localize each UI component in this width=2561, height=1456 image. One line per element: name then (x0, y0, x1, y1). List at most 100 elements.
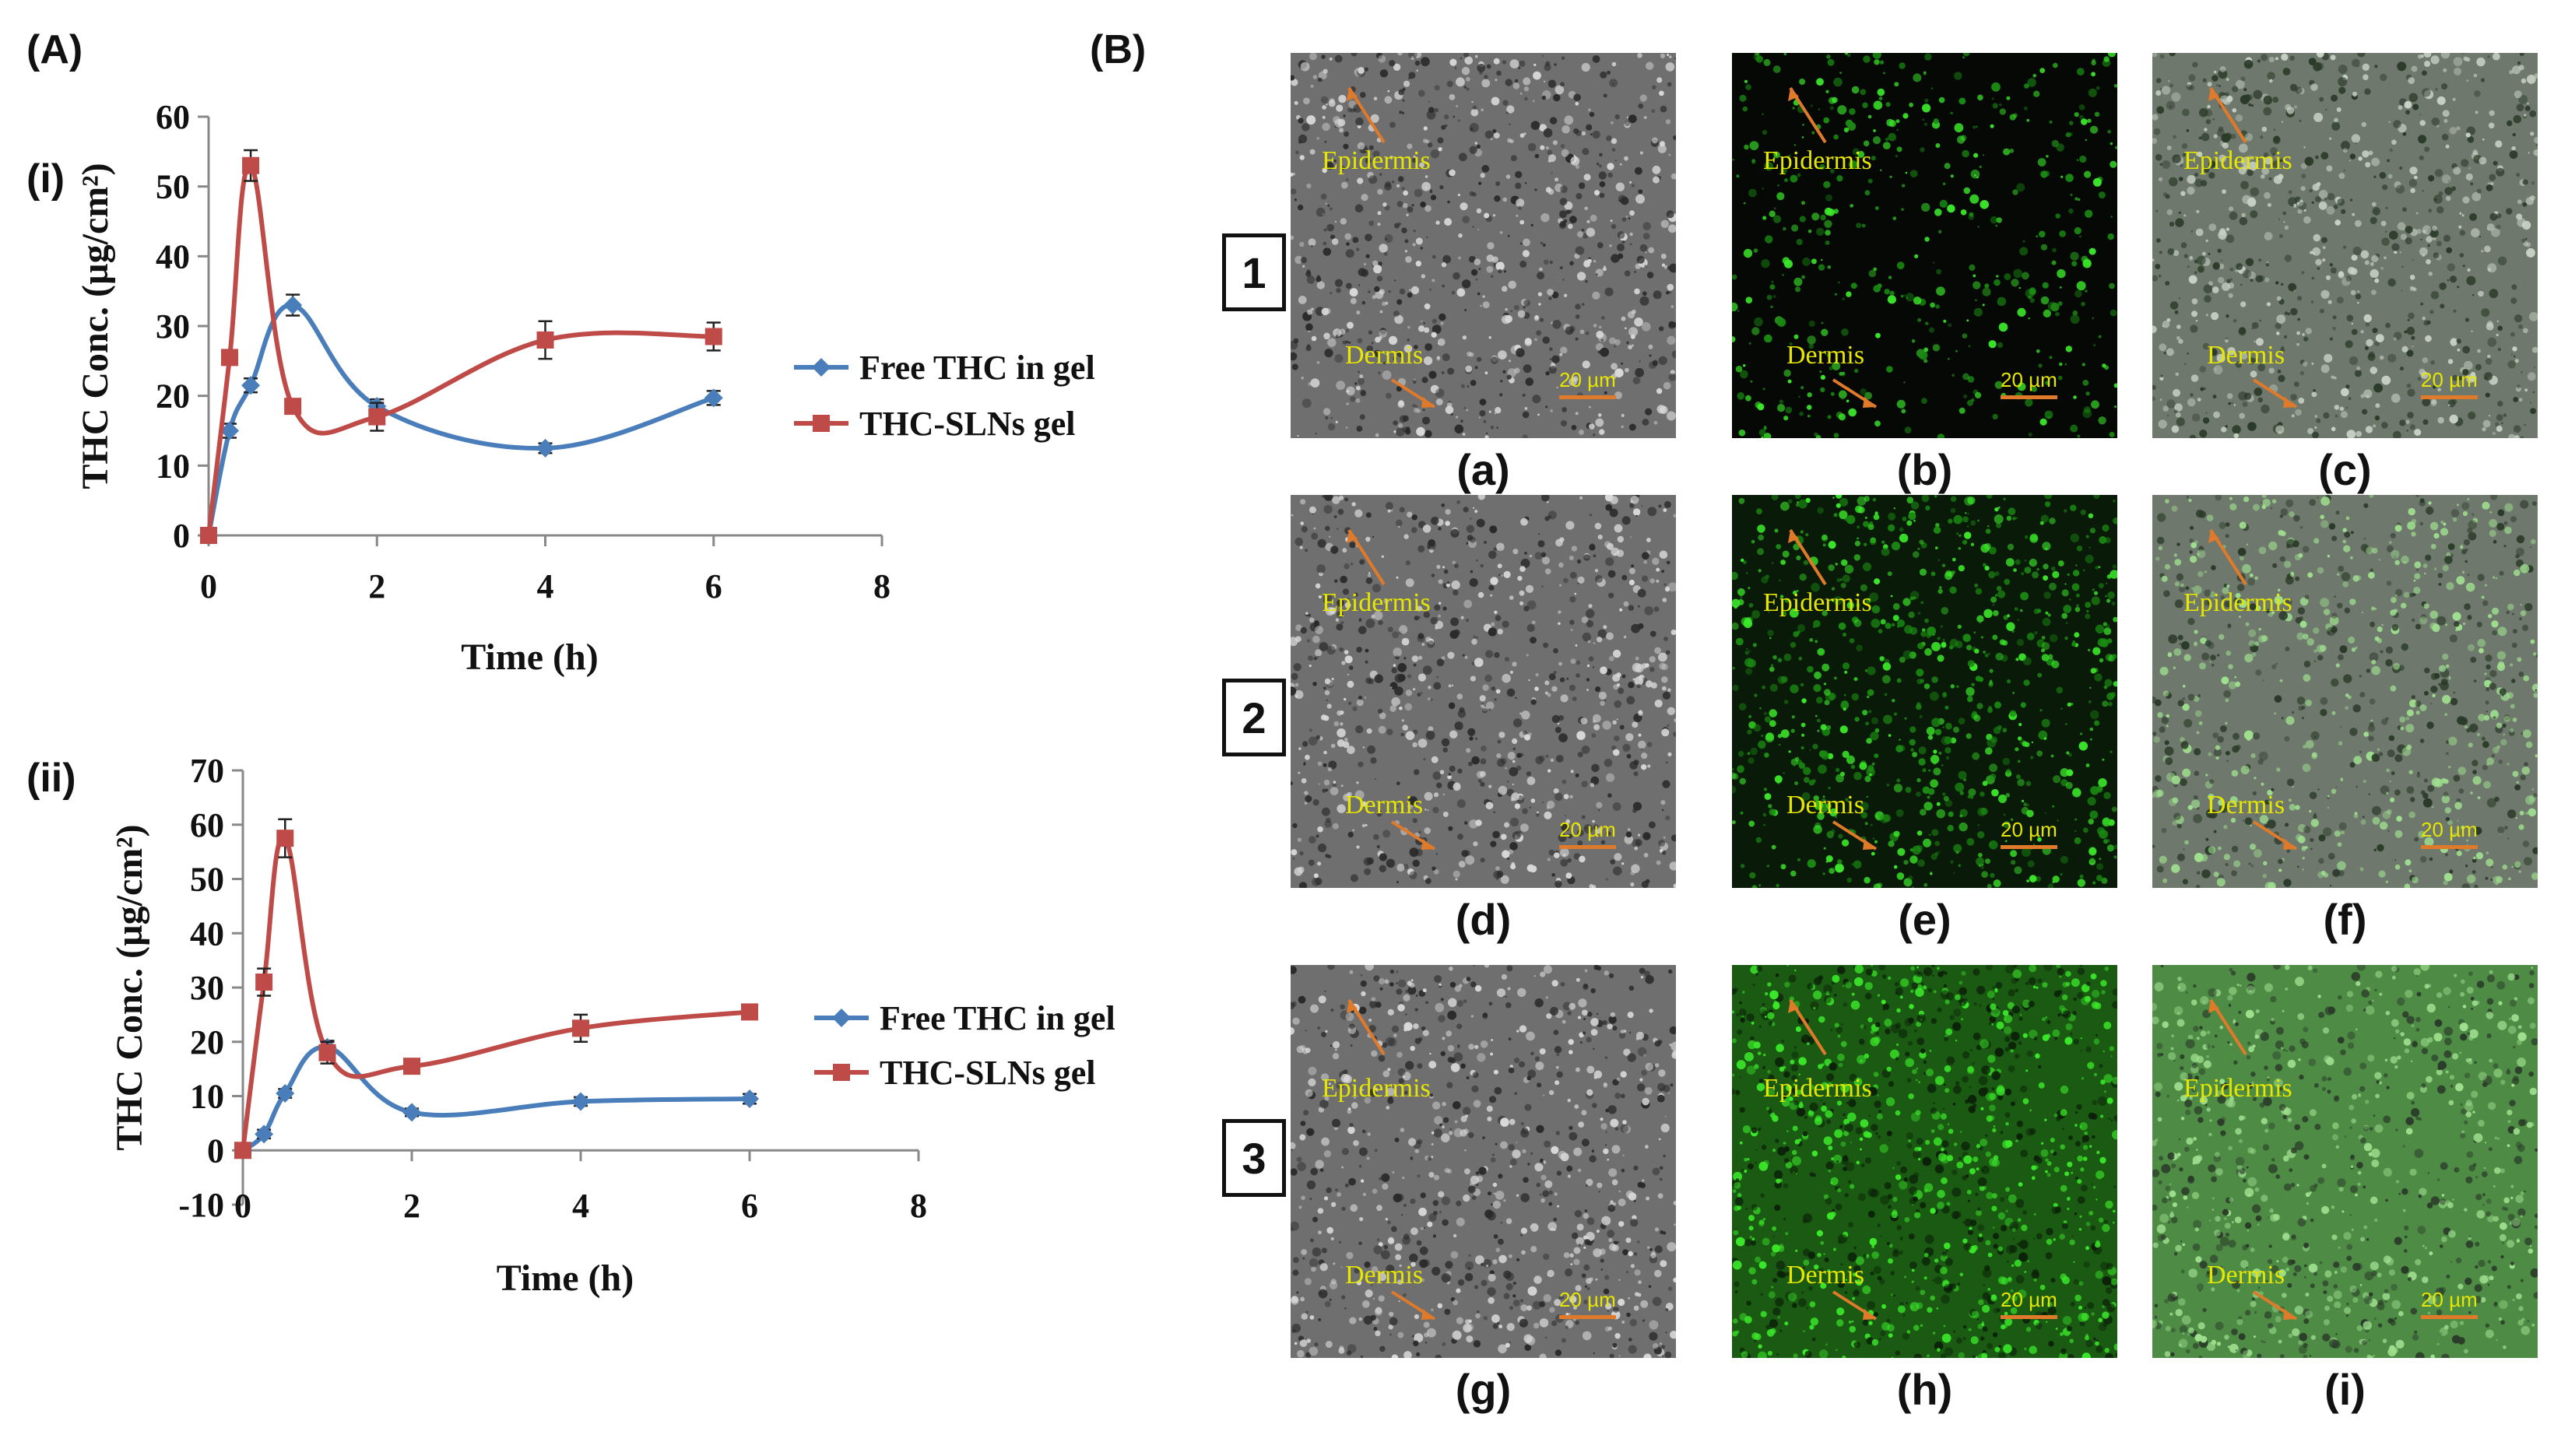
y-tick-label: -10 (178, 1186, 224, 1224)
series-line-free-thc (206, 303, 715, 536)
legend-marker (812, 358, 831, 377)
scale-bar-line (2001, 395, 2057, 399)
y-tick-label: 40 (156, 237, 190, 275)
y-tick-label: 20 (156, 377, 190, 416)
data-point-free-thc (740, 1089, 759, 1108)
data-point-free-thc (571, 1092, 590, 1111)
scale-bar-label: 20 µm (2001, 818, 2057, 841)
arrow-icon (1788, 998, 1878, 1321)
legend-label: THC-SLNs gel (859, 405, 1075, 443)
y-tick-label: 50 (190, 861, 224, 899)
y-tick-label: 60 (190, 806, 224, 844)
y-axis-title: THC Conc. (µg/cm²) (109, 824, 150, 1150)
panel-label-a: (A) (26, 27, 83, 72)
label-dermis: Dermis (1786, 1261, 1865, 1289)
data-point-thc-slns (255, 974, 273, 991)
caption-h: (h) (1896, 1365, 1953, 1414)
row-label-2: 2 (1222, 679, 1286, 756)
label-epidermis: Epidermis (1763, 588, 1872, 617)
label-dermis: Dermis (1786, 341, 1865, 370)
y-tick-label: 70 (190, 752, 224, 790)
data-point-free-thc (283, 296, 303, 315)
caption-b: (b) (1896, 445, 1953, 494)
y-tick-label: 0 (207, 1131, 224, 1170)
data-point-thc-slns (572, 1019, 589, 1037)
label-epidermis: Epidermis (1763, 146, 1872, 175)
legend-label: Free THC in gel (859, 349, 1095, 387)
label-epidermis: Epidermis (2183, 1074, 2292, 1103)
label-dermis: Dermis (1345, 341, 1424, 370)
y-tick-label: 30 (190, 969, 224, 1007)
row-label-1: 1 (1222, 233, 1286, 311)
scale-bar: 20 µm (2421, 368, 2478, 399)
scale-bar-line (1559, 845, 1616, 849)
y-tick-label: 20 (190, 1023, 224, 1061)
data-point-free-thc (704, 388, 723, 408)
x-tick-label: 6 (705, 567, 722, 605)
x-tick-label: 4 (537, 567, 554, 605)
scale-bar: 20 µm (2001, 368, 2057, 399)
label-epidermis: Epidermis (1322, 146, 1431, 175)
x-tick-label: 2 (368, 567, 385, 605)
scale-bar-label: 20 µm (2001, 1288, 2057, 1311)
micrograph-i (2152, 965, 2538, 1358)
caption-e: (e) (1898, 895, 1951, 944)
data-point-thc-slns (242, 156, 260, 174)
data-point-free-thc (536, 438, 555, 458)
label-dermis: Dermis (2207, 341, 2285, 370)
y-tick-label: 60 (156, 98, 190, 136)
arrow-icon (2208, 528, 2298, 851)
scale-bar-line (2001, 845, 2057, 849)
micrograph-h (1732, 965, 2117, 1358)
legend-marker (813, 415, 830, 432)
label-epidermis: Epidermis (1322, 588, 1431, 617)
scale-bar-label: 20 µm (2001, 368, 2057, 391)
micrograph-g (1291, 965, 1676, 1358)
scale-bar-line (2421, 395, 2478, 399)
scale-bar: 20 µm (2001, 818, 2057, 849)
scale-bar-label: 20 µm (1559, 818, 1616, 841)
x-tick-label: 8 (910, 1187, 927, 1225)
label-epidermis: Epidermis (2183, 588, 2292, 617)
scale-bar-label: 20 µm (2421, 368, 2478, 391)
legend-marker (833, 1064, 850, 1081)
scale-bar-line (2001, 1315, 2057, 1319)
arrow-icon (2208, 998, 2298, 1321)
scale-bar-label: 20 µm (1559, 368, 1616, 391)
data-point-thc-slns (221, 349, 239, 367)
scale-bar: 20 µm (2421, 818, 2478, 849)
micrograph-c (2152, 53, 2538, 438)
row-label-3: 3 (1222, 1119, 1286, 1197)
data-point-thc-slns (200, 527, 217, 544)
data-point-thc-slns (234, 1142, 251, 1160)
scale-bar-label: 20 µm (2421, 1288, 2478, 1311)
x-tick-label: 0 (200, 567, 217, 605)
arrow-icon (1347, 86, 1436, 409)
x-tick-label: 6 (741, 1187, 758, 1225)
scale-bar: 20 µm (1559, 1288, 1616, 1319)
arrow-icon (1347, 998, 1436, 1321)
arrow-icon (1788, 86, 1878, 409)
y-tick-label: 30 (156, 307, 190, 346)
arrow-icon (2208, 86, 2298, 409)
caption-c: (c) (2318, 445, 2372, 494)
data-point-thc-slns (284, 398, 302, 416)
label-dermis: Dermis (1786, 791, 1865, 819)
micrograph-b (1732, 53, 2117, 438)
label-epidermis: Epidermis (1322, 1074, 1431, 1103)
label-epidermis: Epidermis (2183, 146, 2292, 175)
scale-bar-label: 20 µm (2421, 818, 2478, 841)
label-epidermis: Epidermis (1763, 1074, 1872, 1103)
x-tick-label: 2 (403, 1187, 420, 1225)
scale-bar-line (2421, 1315, 2478, 1319)
micrograph-a (1291, 53, 1676, 438)
scale-bar-line (1559, 1315, 1616, 1319)
legend-label: Free THC in gel (880, 999, 1115, 1037)
x-axis-title: Time (h) (497, 1258, 634, 1299)
x-tick-label: 4 (572, 1187, 589, 1225)
micrograph-f (2152, 495, 2538, 888)
data-point-thc-slns (276, 830, 294, 847)
scale-bar-line (2421, 845, 2478, 849)
data-point-free-thc (276, 1084, 295, 1103)
